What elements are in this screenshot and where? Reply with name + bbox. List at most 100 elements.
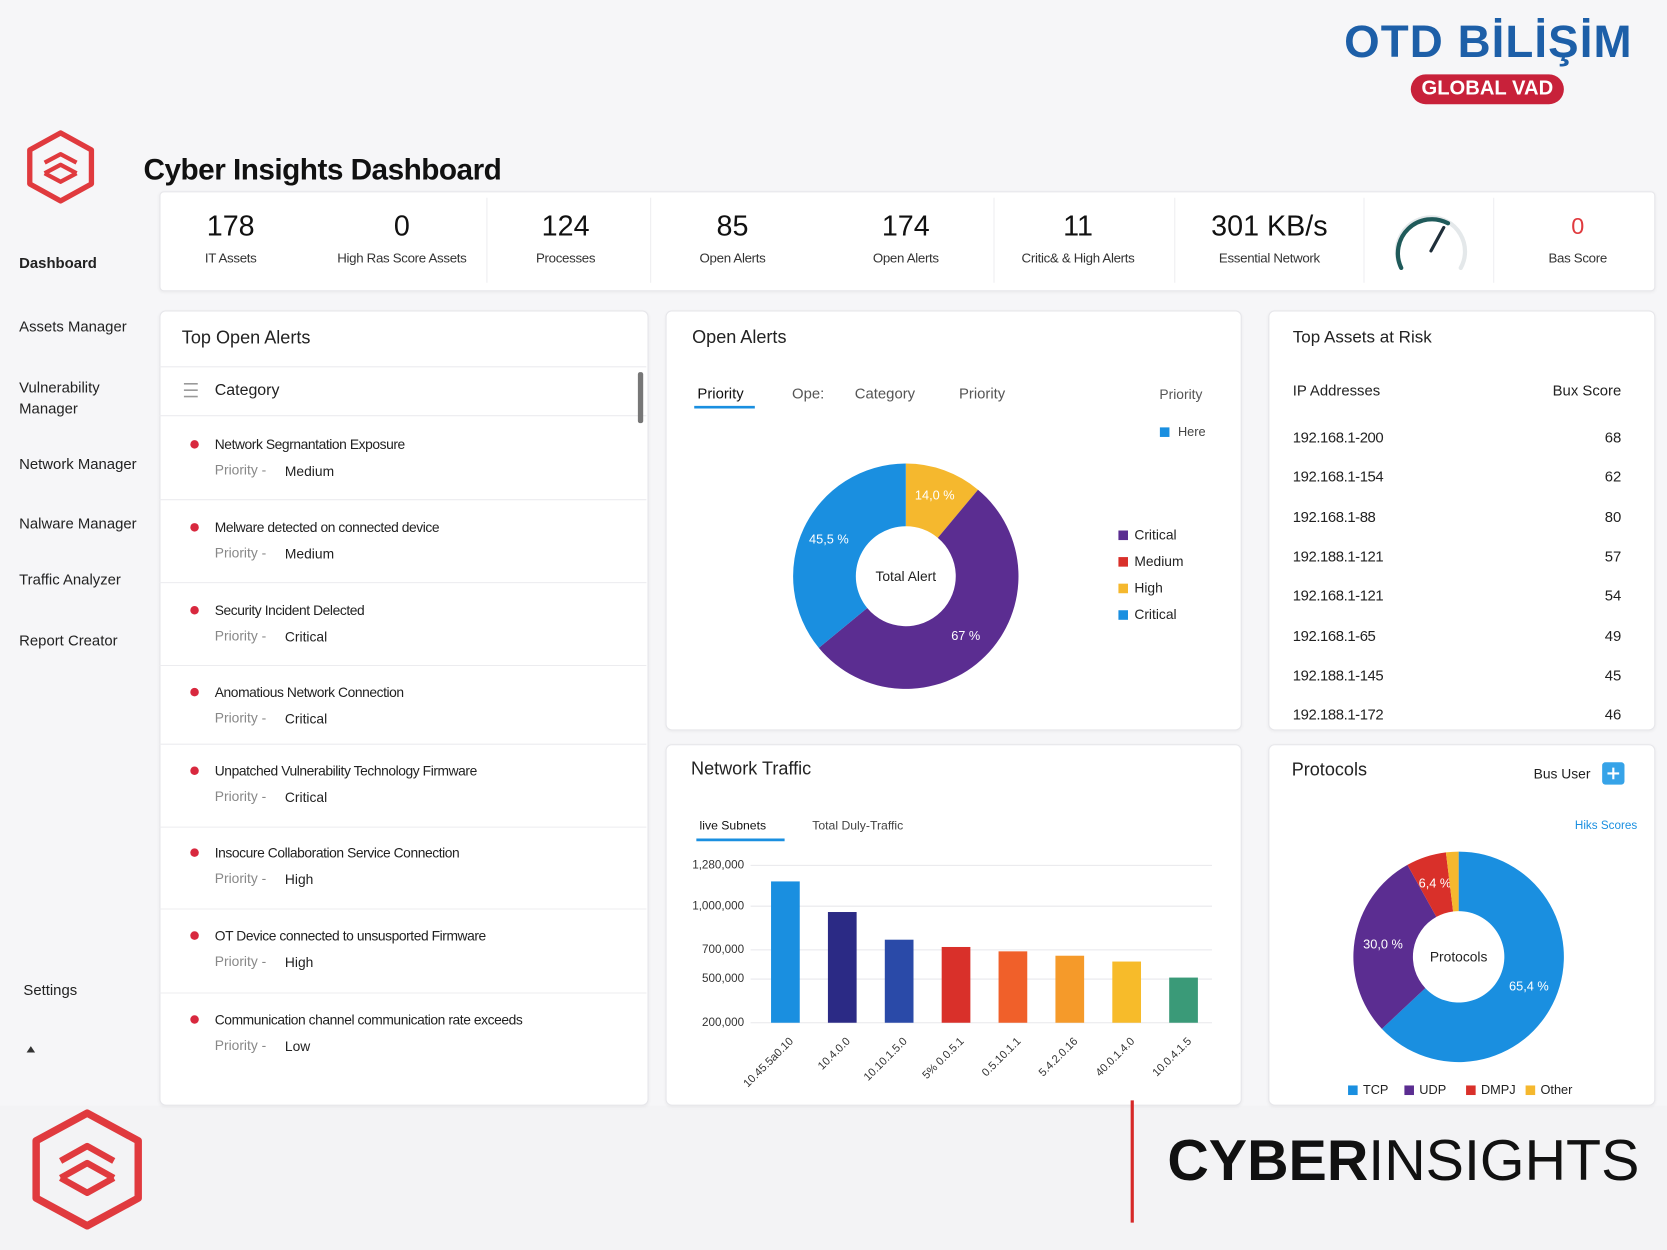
bar bbox=[827, 912, 857, 1023]
alert-title[interactable]: Anomatious Network Connection bbox=[214, 684, 404, 701]
slice-label: 67 % bbox=[951, 628, 980, 643]
stat-value: 0 bbox=[1571, 212, 1585, 240]
legend-label: UDP bbox=[1419, 1082, 1446, 1097]
nav-item[interactable]: Vulnerability Manager bbox=[19, 378, 100, 417]
asset-ip[interactable]: 192.168.1-121 bbox=[1292, 587, 1384, 605]
link[interactable]: Hiks Scores bbox=[1575, 819, 1638, 832]
stat-label: Bas Score bbox=[1548, 250, 1607, 266]
alert-dot bbox=[190, 848, 199, 857]
bar bbox=[1055, 955, 1085, 1023]
note: Here bbox=[1178, 424, 1206, 439]
asset-score: 46 bbox=[1604, 706, 1622, 724]
alert-priority-label: Priority - bbox=[214, 1037, 267, 1054]
nav-item[interactable]: Report Creator bbox=[19, 631, 118, 649]
center-label: Total Alert bbox=[875, 568, 936, 584]
alert-title[interactable]: OT Device connected to unsusported Firmw… bbox=[214, 927, 486, 944]
tab[interactable]: Ope: bbox=[792, 386, 824, 402]
pie-slice bbox=[1381, 851, 1564, 1063]
pie-slice bbox=[793, 463, 906, 648]
tab[interactable]: Priority bbox=[697, 386, 744, 402]
footer-logo-icon bbox=[32, 1109, 142, 1230]
alert-title[interactable]: Security Incident Delected bbox=[214, 602, 365, 619]
x-tick-label: 10.4.0.0 bbox=[816, 1035, 853, 1072]
asset-ip[interactable]: 192.168.1-65 bbox=[1292, 626, 1376, 644]
slice-label: 65,4 % bbox=[1509, 979, 1549, 994]
alert-title[interactable]: Insocure Collaboration Service Connectio… bbox=[214, 844, 460, 861]
menu-icon bbox=[183, 382, 198, 398]
asset-ip[interactable]: 192.168.1-88 bbox=[1292, 507, 1376, 525]
legend-swatch bbox=[1118, 583, 1128, 594]
tab[interactable]: live Subnets bbox=[700, 818, 767, 832]
brand-tagline: GLOBAL VAD bbox=[1421, 77, 1554, 100]
pie-slice bbox=[1353, 864, 1437, 1029]
scrollbar bbox=[637, 372, 644, 424]
tab[interactable]: Priority bbox=[959, 386, 1006, 402]
add-icon bbox=[1607, 767, 1620, 780]
filter-label[interactable]: Priority bbox=[1159, 386, 1202, 402]
x-tick-label: 0.5.10.1.1 bbox=[980, 1035, 1024, 1079]
brand-name: OTD BİLİŞİM bbox=[1344, 16, 1633, 68]
legend-label: TCP bbox=[1363, 1082, 1389, 1097]
nav-item[interactable]: Network Manager bbox=[19, 455, 137, 473]
legend-label: Critical bbox=[1134, 526, 1176, 542]
footer-brand-light: INSIGHTS bbox=[1368, 1129, 1640, 1193]
stat-value: 178 bbox=[206, 209, 255, 242]
tab[interactable]: Category bbox=[855, 386, 916, 402]
stat-label: IT Assets bbox=[204, 250, 257, 266]
alert-title[interactable]: Melware detected on connected device bbox=[214, 519, 440, 536]
legend-swatch bbox=[1118, 530, 1128, 541]
footer-band bbox=[0, 1105, 1667, 1250]
tab[interactable]: Total Duly-Traffic bbox=[812, 818, 903, 832]
stat-value: 85 bbox=[716, 209, 749, 242]
asset-score: 57 bbox=[1604, 547, 1622, 565]
alert-dot bbox=[190, 523, 199, 532]
asset-score: 49 bbox=[1604, 626, 1622, 644]
x-tick-label: 10.0.4.1.5 bbox=[1151, 1035, 1195, 1079]
card-title: Top Open Alerts bbox=[181, 327, 311, 348]
nav-item[interactable]: Dashboard bbox=[19, 254, 97, 272]
asset-ip[interactable]: 192.168.1-154 bbox=[1292, 468, 1384, 486]
stat-label: Essential Network bbox=[1218, 250, 1320, 266]
nav-item[interactable]: Nalware Manager bbox=[19, 514, 137, 532]
asset-ip[interactable]: 192.168.1-200 bbox=[1292, 428, 1384, 446]
nav-item[interactable]: Traffic Analyzer bbox=[19, 570, 121, 588]
bar bbox=[771, 881, 800, 1023]
legend-label: Medium bbox=[1134, 553, 1183, 569]
stat-value: 11 bbox=[1063, 209, 1093, 242]
legend-label: Other bbox=[1540, 1082, 1573, 1097]
asset-ip[interactable]: 192.188.1-172 bbox=[1292, 706, 1384, 724]
bar bbox=[1112, 961, 1142, 1023]
asset-score: 54 bbox=[1604, 587, 1622, 605]
card-title: Open Alerts bbox=[692, 327, 786, 347]
alert-dot bbox=[190, 766, 199, 776]
legend-label: High bbox=[1134, 580, 1162, 596]
stat-label: Open Alerts bbox=[699, 250, 766, 266]
legend-swatch bbox=[1466, 1085, 1476, 1096]
legend-label: DMPJ bbox=[1481, 1082, 1516, 1097]
stat-label: Open Alerts bbox=[872, 250, 939, 266]
alert-priority: Medium bbox=[284, 545, 335, 562]
alert-title[interactable]: Communication channel communication rate… bbox=[214, 1011, 523, 1028]
nav-item[interactable]: Assets Manager bbox=[19, 317, 127, 335]
pie-slice bbox=[818, 489, 1019, 689]
asset-ip[interactable]: 192.188.1-121 bbox=[1292, 547, 1384, 565]
column-header: Bux Score bbox=[1552, 381, 1622, 399]
alert-title[interactable]: Unpatched Vulnerability Technology Firmw… bbox=[214, 762, 478, 779]
legend-swatch bbox=[1348, 1085, 1358, 1096]
x-tick-label: 5% 0.0.5.1 bbox=[920, 1035, 966, 1081]
legend-swatch bbox=[1118, 557, 1128, 567]
collapse-arrow[interactable] bbox=[26, 1046, 36, 1053]
stat-label: Critic& & High Alerts bbox=[1021, 250, 1135, 266]
card-title: Protocols bbox=[1292, 760, 1367, 780]
alert-priority-label: Priority - bbox=[214, 953, 267, 970]
asset-ip[interactable]: 192.188.1-145 bbox=[1292, 666, 1384, 684]
nav-settings[interactable]: Settings bbox=[23, 981, 78, 999]
alert-title[interactable]: Network Segrnantation Exposure bbox=[214, 436, 405, 453]
alert-priority-label: Priority - bbox=[214, 461, 267, 478]
x-tick-label: 10.45.5a0.10 bbox=[741, 1035, 796, 1090]
note-marker bbox=[1159, 427, 1170, 437]
alert-dot bbox=[190, 1015, 199, 1024]
footer-brand-bold: CYBER bbox=[1167, 1129, 1369, 1193]
